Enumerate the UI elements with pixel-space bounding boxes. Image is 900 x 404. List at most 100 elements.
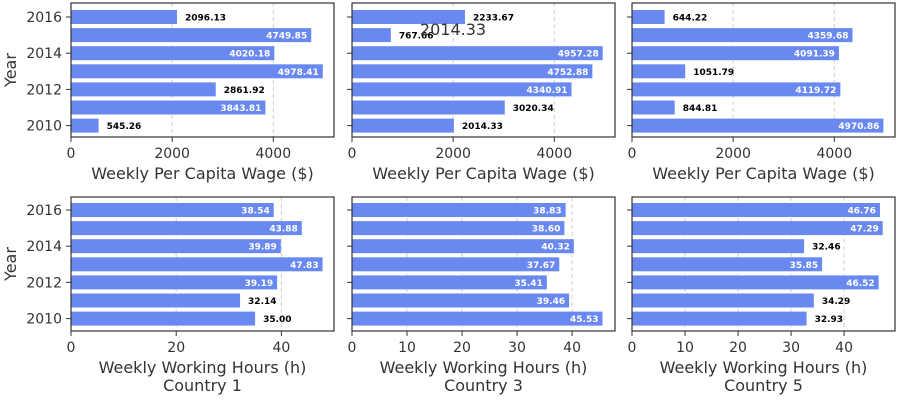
- x-axis-label: Weekly Working Hours (h): [660, 358, 868, 377]
- panel-subtitle: Country 3: [444, 376, 523, 395]
- data-label: 844.81: [683, 104, 718, 114]
- bar-2013: [71, 257, 323, 272]
- data-label: 34.29: [822, 297, 850, 307]
- data-label: 32.14: [248, 297, 276, 307]
- bar-2015: [71, 221, 302, 236]
- x-tick-label: 4000: [255, 146, 291, 162]
- x-tick-label: 30: [508, 340, 526, 356]
- plot-frame: [631, 196, 896, 332]
- chart-panel-row2-col3: 32.93 34.29 46.52 35.85 32.46 47.29 46.76 0 10 20…: [627, 196, 896, 395]
- data-label: 4020.18: [229, 50, 270, 60]
- bar-2016: [352, 10, 465, 24]
- bar-2014: [352, 239, 574, 254]
- bar-2013: [352, 64, 593, 79]
- data-label: 37.67: [527, 261, 555, 271]
- bar-2015: [352, 28, 391, 43]
- y-tick-label: 2014: [26, 239, 62, 255]
- y-tick-label: 2016: [26, 10, 62, 26]
- x-axis-label: Weekly Working Hours (h): [380, 358, 588, 377]
- bar-2014: [71, 46, 275, 61]
- y-tick-label: 2012: [26, 82, 62, 98]
- data-label: 35.85: [790, 261, 818, 271]
- y-axis-label: Year: [1, 53, 20, 88]
- bar-2013: [352, 257, 560, 272]
- data-label: 4752.88: [547, 68, 588, 78]
- bar-2010: [632, 311, 807, 326]
- x-tick-label: 40: [835, 340, 853, 356]
- data-label: 4091.39: [794, 50, 835, 60]
- data-label: 4119.72: [795, 86, 836, 96]
- data-label: 2233.67: [473, 14, 514, 24]
- data-label: 45.53: [570, 315, 598, 325]
- x-tick-label: 40: [563, 340, 581, 356]
- data-label: 47.83: [290, 261, 318, 271]
- plot-frame: [70, 2, 335, 138]
- x-tick-label: 20: [729, 340, 747, 356]
- plot-frame: [351, 196, 616, 332]
- data-label: 4957.28: [558, 50, 599, 60]
- bar-2011: [632, 100, 675, 115]
- bar-2015: [71, 28, 312, 43]
- bar-2011: [71, 293, 241, 308]
- bar-2012: [632, 82, 841, 97]
- x-tick-label: 10: [676, 340, 694, 356]
- x-tick-label: 4000: [536, 146, 572, 162]
- data-label: 46.52: [846, 279, 874, 289]
- bar-2010: [352, 118, 454, 133]
- data-label: 32.46: [812, 243, 840, 253]
- bar-2016: [352, 203, 566, 217]
- annotation-label: 2014.33: [420, 20, 486, 39]
- data-label: 4359.68: [807, 32, 848, 42]
- bar-2016: [632, 10, 665, 24]
- data-label: 2096.13: [185, 14, 226, 24]
- bar-2013: [71, 64, 323, 79]
- data-label: 545.26: [107, 122, 142, 132]
- x-tick-label: 40: [272, 340, 290, 356]
- x-axis-label: Weekly Working Hours (h): [99, 358, 307, 377]
- y-tick-label: 2012: [26, 275, 62, 291]
- data-label: 2861.92: [224, 86, 265, 96]
- bar-2014: [632, 46, 839, 61]
- x-tick-label: 0: [67, 340, 76, 356]
- data-label: 4340.91: [527, 86, 568, 96]
- data-label: 4978.41: [278, 68, 319, 78]
- bar-2012: [352, 275, 547, 290]
- bar-2010: [71, 118, 99, 133]
- bar-2011: [632, 293, 814, 308]
- chart-panel-row1-col1: 545.26 3843.81 2861.92 4978.41 4020.18 4749.8…: [1, 2, 335, 183]
- bar-2015: [632, 221, 883, 236]
- x-tick-label: 2000: [154, 146, 190, 162]
- x-tick-label: 2000: [435, 146, 471, 162]
- bar-2012: [71, 82, 216, 97]
- data-label: 35.00: [263, 315, 291, 325]
- x-axis-label: Weekly Per Capita Wage ($): [652, 164, 875, 183]
- plot-frame: [631, 2, 896, 138]
- y-tick-label: 2014: [26, 46, 62, 62]
- x-axis-label: Weekly Per Capita Wage ($): [372, 164, 595, 183]
- bar-2016: [71, 10, 178, 24]
- bar-2010: [71, 311, 256, 326]
- data-label: 4749.85: [266, 32, 307, 42]
- data-label: 32.93: [815, 315, 843, 325]
- data-label: 644.22: [673, 14, 708, 24]
- data-label: 3020.34: [513, 104, 554, 114]
- panel-subtitle: Country 5: [724, 376, 803, 395]
- x-tick-label: 0: [628, 146, 637, 162]
- data-label: 767.66: [399, 32, 434, 42]
- bar-2013: [632, 257, 823, 272]
- x-tick-label: 20: [167, 340, 185, 356]
- x-tick-label: 0: [348, 146, 357, 162]
- x-tick-label: 4000: [816, 146, 852, 162]
- data-label: 4970.86: [838, 122, 879, 132]
- bar-2012: [71, 275, 278, 290]
- bar-2011: [71, 100, 266, 115]
- x-axis-label: Weekly Per Capita Wage ($): [91, 164, 314, 183]
- bar-2011: [352, 100, 505, 115]
- x-tick-label: 0: [628, 340, 637, 356]
- bar-2014: [352, 46, 603, 61]
- bar-2010: [632, 118, 884, 133]
- chart-panel-row1-col3: 4970.86 844.81 4119.72 1051.79 4091.39 4359.6…: [627, 2, 896, 183]
- data-label: 39.46: [537, 297, 565, 307]
